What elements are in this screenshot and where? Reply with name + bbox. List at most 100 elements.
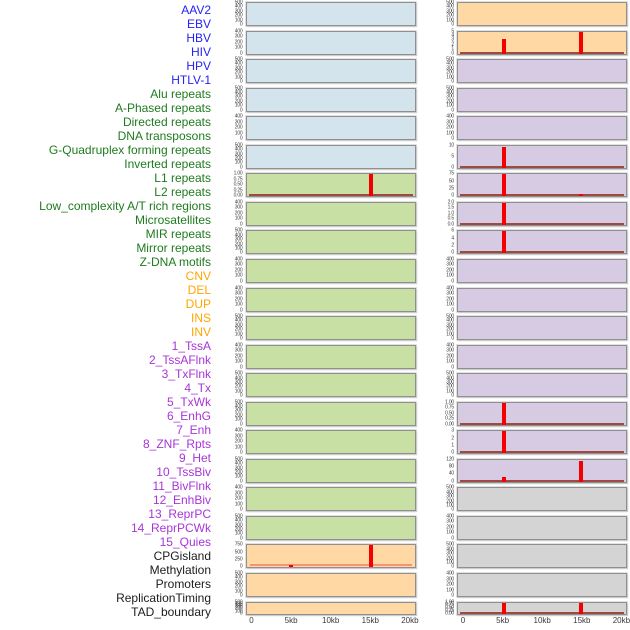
- y-tick-label: 100: [234, 245, 243, 252]
- y-tick-label: 300: [446, 119, 454, 126]
- y-tick-label: 100: [234, 44, 243, 51]
- x-axis-label-left-10kb: 10kb: [322, 616, 340, 625]
- y-tick-label: 500: [234, 513, 243, 520]
- x-axis-label-right-20kb: 20kb: [612, 616, 630, 625]
- y-axis-ticks: 400 300 200 100 0: [434, 343, 455, 370]
- track-label-12-enhbiv: 12_EnhBiv: [152, 493, 211, 507]
- y-tick-label: 200: [234, 124, 243, 131]
- y-tick-label: 300: [446, 93, 454, 100]
- baseline-line: [460, 612, 624, 614]
- y-axis-ticks: 500 400 300 200 100 0: [223, 599, 244, 617]
- y-tick-label: 100: [446, 74, 454, 81]
- y-tick-label: 100: [446, 358, 454, 365]
- y-tick-label: 0: [451, 50, 454, 57]
- y-tick-label: 100: [234, 272, 243, 279]
- y-tick-label: 300: [234, 490, 243, 497]
- y-tick-label: 0: [451, 592, 454, 599]
- y-axis-ticks: 500 400 300 200 100 0: [223, 513, 244, 541]
- panel-left-microsatellites: 400 300 200 100 0: [235, 428, 416, 455]
- panel-left-mirror-repeats: 400 300 200 100 0: [235, 485, 416, 512]
- spike-bar: [501, 231, 506, 254]
- y-tick-label: 400: [234, 232, 243, 239]
- y-tick-label: 400: [446, 113, 454, 120]
- y-tick-label: 200: [234, 469, 243, 476]
- y-tick-label: 100: [446, 272, 454, 279]
- x-axis-label-left-0: 0: [249, 616, 254, 625]
- y-tick-label: 75: [448, 170, 454, 177]
- y-tick-label: 300: [234, 119, 243, 126]
- y-tick-label: 200: [234, 605, 243, 612]
- y-tick-label: 400: [446, 3, 454, 10]
- panel-right-3-txflnk: 400 300 200 100 0: [446, 114, 627, 141]
- spike-bar: [501, 38, 506, 54]
- track-label-mirror-repeats: Mirror repeats: [136, 241, 211, 255]
- y-tick-label: 200: [446, 98, 454, 105]
- y-tick-label: 400: [234, 375, 243, 382]
- track-label-g-quadruplex-forming-repeats: G-Quadruplex forming repeats: [48, 143, 211, 157]
- y-tick-label: 400: [234, 517, 243, 524]
- y-tick-label: 300: [446, 576, 454, 582]
- y-tick-label: 0: [239, 592, 243, 599]
- track-label-inverted-repeats: Inverted repeats: [124, 157, 211, 171]
- y-tick-label: 0: [239, 392, 243, 399]
- spike-bar: [501, 477, 506, 482]
- y-tick-label: 500: [234, 599, 243, 605]
- y-tick-label: 400: [234, 113, 243, 120]
- y-tick-label: 100: [234, 159, 243, 166]
- spike-bar: [501, 431, 506, 454]
- baseline-line: [460, 422, 624, 425]
- spike-bar: [368, 545, 373, 568]
- y-tick-label: 200: [446, 267, 454, 274]
- y-tick-label: 500: [234, 142, 243, 149]
- y-tick-label: 0: [451, 278, 454, 285]
- x-axis-label-right-10kb: 10kb: [533, 616, 551, 625]
- y-tick-label: 500: [234, 313, 243, 320]
- y-tick-label: 200: [234, 296, 243, 302]
- y-tick-label: 400: [234, 601, 243, 608]
- y-tick-label: 400: [234, 28, 243, 35]
- panel-right-8-znf-rpts: 400 300 200 100 0: [446, 257, 627, 284]
- track-label-microsatellites: Microsatellites: [134, 213, 211, 227]
- panel-left-hiv: 500 400 300 200 100 0: [235, 86, 416, 113]
- y-axis-ticks: 500 400 300 200 100 0: [434, 314, 455, 341]
- y-tick-label: 500: [446, 484, 454, 491]
- y-tick-label: 300: [234, 65, 243, 72]
- panel-left-directed-repeats: 500 400 300 200 100 0: [235, 228, 416, 255]
- y-tick-label: 10: [448, 142, 454, 149]
- y-axis-ticks: 400 300 200 100 0: [434, 286, 455, 313]
- y-tick-label: 250: [234, 556, 243, 563]
- spike-bar: [578, 31, 583, 54]
- x-axis-label-right-5kb: 5kb: [496, 616, 510, 625]
- y-tick-label: 100: [234, 102, 243, 109]
- x-axis-label-left-20kb: 20kb: [401, 616, 419, 625]
- y-tick-label: 300: [234, 379, 243, 386]
- y-tick-label: 300: [234, 579, 243, 586]
- y-axis-ticks: 1.00 0.75 0.50 0.25 0.00: [223, 171, 244, 198]
- y-tick-label: 500: [234, 85, 243, 92]
- track-label-promoters: Promoters: [155, 577, 211, 591]
- track-label-del: DEL: [187, 283, 211, 297]
- spike-bar: [501, 174, 506, 197]
- y-tick-label: 100: [446, 502, 454, 509]
- panel-right-5-txwk: 75 50 25 0: [449, 171, 627, 198]
- panel-right-12-enhbiv: 500 400 300 200 100 0: [446, 371, 627, 398]
- y-tick-label: 400: [234, 403, 243, 410]
- y-tick-label: 50: [448, 178, 454, 185]
- panel-right-tad-boundary: 1.00 0.75 0.50 0.25 0.00: [445, 600, 627, 616]
- track-label-htlv-1: HTLV-1: [171, 73, 211, 87]
- x-axis-label-right-0: 0: [460, 616, 466, 625]
- y-tick-label: 100: [446, 388, 454, 395]
- y-tick-label: 500: [234, 0, 243, 6]
- y-axis-ticks: 500 400 300 200 100 0: [223, 571, 244, 599]
- spike-bar: [501, 602, 506, 614]
- y-tick-label: 120: [446, 456, 454, 463]
- y-tick-label: 400: [234, 460, 243, 467]
- spike-bar: [578, 602, 583, 614]
- y-axis-ticks: 400 300 200 100 0: [434, 514, 455, 541]
- track-label-1-tssa: 1_TssA: [171, 339, 211, 353]
- track-label-alu-repeats: Alu repeats: [150, 87, 211, 101]
- panel-left-l1-repeats: 400 300 200 100 0: [235, 343, 416, 370]
